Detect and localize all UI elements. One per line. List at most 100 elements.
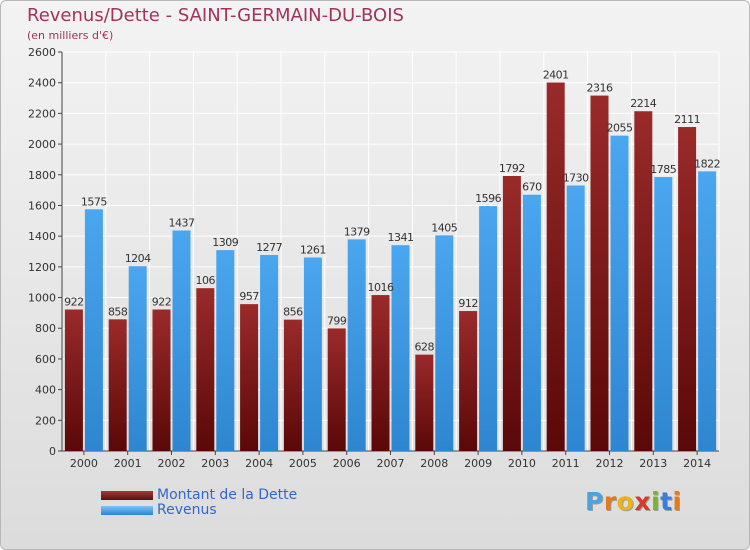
bar-dette xyxy=(196,288,215,451)
y-tick-label: 2200 xyxy=(28,107,56,120)
bar-dette xyxy=(108,319,127,451)
data-label-revenus: 1261 xyxy=(300,243,326,256)
data-label-revenus: 1309 xyxy=(212,236,238,249)
x-tick-label: 2012 xyxy=(596,457,624,470)
x-tick-label: 2004 xyxy=(245,457,273,470)
bar-revenus xyxy=(522,194,541,451)
y-tick-label: 1800 xyxy=(28,169,56,182)
data-label-revenus: 1437 xyxy=(169,216,195,229)
logo-letter: r xyxy=(603,487,617,516)
data-label-dette: 922 xyxy=(152,296,172,309)
bar-revenus xyxy=(347,239,366,451)
x-tick-label: 2011 xyxy=(552,457,580,470)
logo-letter: x xyxy=(634,487,651,516)
y-tick-label: 1200 xyxy=(28,261,56,274)
data-label-revenus: 1379 xyxy=(344,225,370,238)
bar-revenus xyxy=(479,206,498,451)
data-label-revenus: 670 xyxy=(522,181,542,194)
data-label-dette: 1792 xyxy=(499,162,525,175)
data-label-dette: 2111 xyxy=(674,113,700,126)
bar-dette xyxy=(678,127,697,451)
x-tick-label: 2000 xyxy=(70,457,98,470)
data-label-revenus: 1204 xyxy=(125,252,151,265)
data-label-revenus: 1596 xyxy=(475,192,501,205)
bar-revenus xyxy=(391,245,410,451)
y-tick-label: 600 xyxy=(35,353,56,366)
data-label-dette: 957 xyxy=(239,290,259,303)
data-label-dette: 912 xyxy=(458,297,478,310)
y-tick-label: 200 xyxy=(35,414,56,427)
data-label-revenus: 1785 xyxy=(650,163,676,176)
data-label-dette: 922 xyxy=(64,296,84,309)
bar-dette xyxy=(415,354,434,451)
bar-dette xyxy=(283,319,302,451)
bar-revenus xyxy=(698,171,717,452)
data-label-revenus: 2055 xyxy=(607,122,633,135)
bar-revenus xyxy=(435,235,454,451)
y-tick-label: 800 xyxy=(35,322,56,335)
data-label-dette: 106 xyxy=(196,274,216,287)
data-label-dette: 2316 xyxy=(587,82,613,95)
data-label-revenus: 1341 xyxy=(388,231,414,244)
bar-revenus xyxy=(216,250,235,451)
data-label-revenus: 1730 xyxy=(563,172,589,185)
logo-letter: t xyxy=(660,487,673,516)
bar-dette xyxy=(240,304,259,451)
bar-revenus xyxy=(566,185,585,451)
bar-revenus xyxy=(172,230,191,451)
bar-revenus xyxy=(303,257,322,451)
x-tick-label: 2002 xyxy=(158,457,186,470)
data-label-revenus: 1822 xyxy=(694,157,720,170)
data-label-revenus: 1277 xyxy=(256,241,282,254)
x-tick-label: 2001 xyxy=(114,457,142,470)
data-label-dette: 2214 xyxy=(630,97,656,110)
bar-revenus xyxy=(610,135,629,451)
bar-dette xyxy=(371,295,390,451)
legend-swatch-dette xyxy=(101,491,153,500)
bar-dette xyxy=(152,309,171,451)
logo-letter: o xyxy=(616,487,635,516)
logo-letter: i xyxy=(651,487,661,516)
data-label-dette: 1016 xyxy=(368,281,394,294)
x-tick-label: 2007 xyxy=(377,457,405,470)
x-tick-label: 2008 xyxy=(420,457,448,470)
legend-label-dette: Montant de la Dette xyxy=(157,487,298,503)
data-label-dette: 856 xyxy=(283,306,303,319)
data-label-dette: 2401 xyxy=(543,69,569,82)
y-tick-label: 1400 xyxy=(28,230,56,243)
logo-letter: i xyxy=(672,487,682,516)
bar-dette xyxy=(64,309,83,451)
y-tick-label: 2000 xyxy=(28,138,56,151)
bar-dette xyxy=(502,175,521,451)
bar-dette xyxy=(327,328,346,451)
data-label-dette: 628 xyxy=(415,341,435,354)
x-tick-label: 2005 xyxy=(289,457,317,470)
y-tick-label: 1000 xyxy=(28,292,56,305)
bar-dette xyxy=(590,95,609,452)
proxiti-logo: Proxiti xyxy=(585,487,682,516)
y-tick-label: 0 xyxy=(49,445,56,458)
data-label-revenus: 1575 xyxy=(81,195,107,208)
x-tick-label: 2014 xyxy=(683,457,711,470)
bar-revenus xyxy=(654,177,673,451)
y-tick-label: 2400 xyxy=(28,77,56,90)
data-label-revenus: 1405 xyxy=(431,221,457,234)
y-tick-label: 1600 xyxy=(28,199,56,212)
logo-letter: P xyxy=(585,487,604,516)
x-tick-label: 2006 xyxy=(333,457,361,470)
bar-revenus xyxy=(260,255,279,451)
bar-dette xyxy=(459,311,478,451)
x-tick-label: 2009 xyxy=(464,457,492,470)
bar-dette xyxy=(546,82,565,451)
bar-revenus xyxy=(84,209,103,451)
y-tick-label: 2600 xyxy=(28,46,56,59)
bar-dette xyxy=(634,111,653,452)
x-tick-label: 2010 xyxy=(508,457,536,470)
x-tick-label: 2013 xyxy=(639,457,667,470)
bar-revenus xyxy=(128,266,147,451)
y-tick-label: 400 xyxy=(35,384,56,397)
x-tick-label: 2003 xyxy=(201,457,229,470)
chart-title: Revenus/Dette - SAINT-GERMAIN-DU-BOIS xyxy=(27,5,404,26)
